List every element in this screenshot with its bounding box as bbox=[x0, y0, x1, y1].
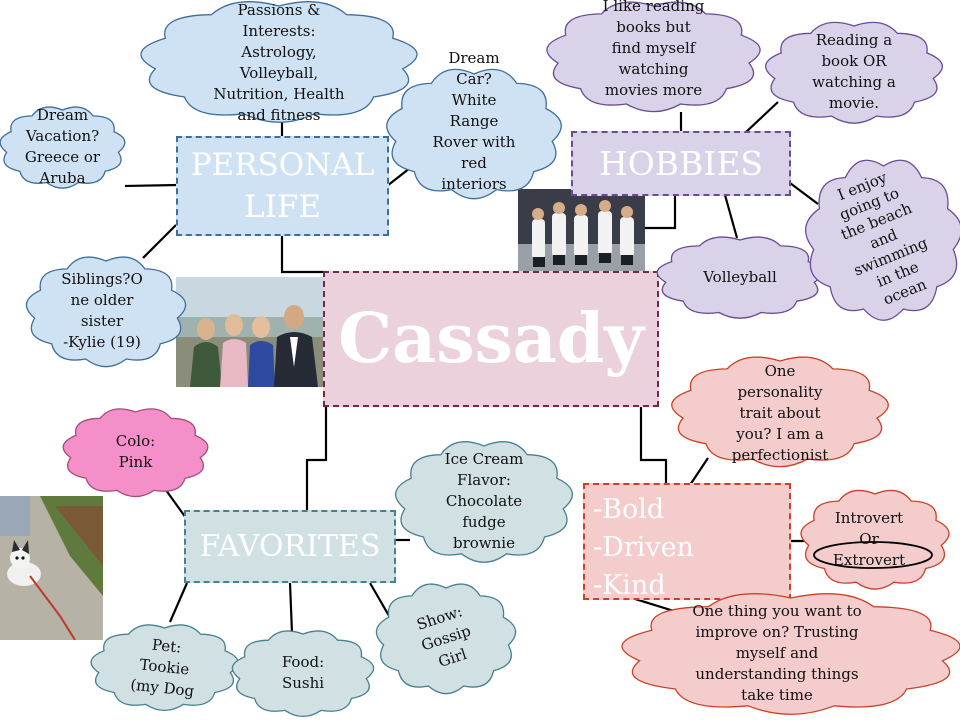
cloud-shape bbox=[25, 256, 187, 368]
cloud-shape bbox=[375, 583, 517, 695]
dream-vacation-text: Dream Vacation? Greece or Aruba bbox=[24, 106, 101, 187]
connector-traits-personality bbox=[689, 457, 709, 486]
personality-text: One personality trait about you? I am a … bbox=[731, 361, 829, 464]
cloud-outline bbox=[0, 106, 126, 189]
connector-favorites-food bbox=[288, 582, 294, 634]
personal-life-label: PERSONAL LIFE bbox=[190, 147, 375, 225]
cloud-outline bbox=[231, 630, 375, 718]
connector-hobbies-center bbox=[643, 195, 677, 230]
cloud-outline bbox=[805, 159, 960, 321]
dog-photo bbox=[0, 496, 103, 640]
traits-box: -Bold -Driven -Kind bbox=[583, 483, 791, 601]
reading-preference-text: I like reading books but find myself wat… bbox=[602, 0, 705, 99]
family-photo bbox=[176, 277, 325, 387]
connector-hobbies-beach bbox=[789, 182, 819, 205]
cloud-beach: I enjoy going to the beach and swimming … bbox=[805, 159, 960, 321]
cloud-shape bbox=[62, 408, 209, 498]
cloud-outline bbox=[62, 408, 209, 498]
ice-cream-text: Ice Cream Flavor: Chocolate fudge browni… bbox=[444, 449, 524, 552]
pet-text: Pet: Tookie (my Dog bbox=[129, 635, 196, 700]
connector-favorites-center bbox=[305, 406, 328, 511]
cloud-color: Colo: Pink bbox=[62, 406, 209, 498]
cloud-shape bbox=[671, 356, 889, 468]
cloud-shape bbox=[656, 236, 824, 319]
connector-hobbies-book bbox=[744, 101, 779, 134]
cloud-outline bbox=[621, 593, 960, 715]
connector-personal-vacation bbox=[124, 183, 179, 188]
cloud-outline bbox=[375, 583, 517, 695]
connector-personal-center bbox=[280, 236, 327, 274]
cloud-shape bbox=[231, 630, 375, 718]
cloud-book-or-movie: Reading a book OR watching a movie. bbox=[765, 20, 943, 124]
center-topic-box: Cassady bbox=[323, 271, 659, 407]
passions-text: Passions & Interests: Astrology, Volleyb… bbox=[213, 1, 345, 124]
extrovert-circle-mark bbox=[813, 541, 933, 569]
color-text: Colo: Pink bbox=[115, 432, 156, 471]
cloud-improve: One thing you want to improve on? Trusti… bbox=[621, 592, 960, 715]
hobbies-label: HOBBIES bbox=[598, 144, 764, 183]
cloud-reading-preference: I like reading books but find myself wat… bbox=[546, 0, 761, 113]
hobbies-box: HOBBIES bbox=[571, 131, 791, 196]
cloud-shape bbox=[805, 159, 960, 321]
introvert-extrovert-text: Introvert Or Extrovert bbox=[832, 508, 906, 569]
cloud-shape bbox=[386, 68, 562, 200]
traits-label: -Bold -Driven -Kind bbox=[593, 494, 694, 601]
cloud-pet: Pet: Tookie (my Dog bbox=[90, 622, 239, 712]
favorites-box: FAVORITES bbox=[184, 510, 396, 583]
favorites-label: FAVORITES bbox=[199, 529, 381, 564]
cloud-shape bbox=[140, 1, 418, 123]
cloud-outline bbox=[25, 256, 187, 368]
cloud-food: Food: Sushi bbox=[231, 628, 375, 718]
connector-hobbies-volleyball bbox=[723, 194, 739, 239]
cloud-siblings: Siblings?O ne older sister -Kylie (19) bbox=[25, 255, 187, 368]
cloud-introvert-extrovert: Introvert Or Extrovert bbox=[800, 488, 950, 590]
connector-personal-car bbox=[386, 167, 411, 187]
cloud-dream-vacation: Dream Vacation? Greece or Aruba bbox=[0, 104, 126, 190]
volleyball-text: Volleyball bbox=[703, 267, 777, 286]
center-title: Cassady bbox=[338, 299, 644, 379]
connector-personal-siblings bbox=[142, 224, 177, 259]
improve-text: One thing you want to improve on? Trusti… bbox=[692, 601, 862, 704]
cloud-shape bbox=[765, 21, 943, 124]
dream-car-text: Dream Car? White Range Rover with red in… bbox=[432, 48, 516, 193]
cloud-ice-cream: Ice Cream Flavor: Chocolate fudge browni… bbox=[395, 440, 573, 563]
cloud-show: Show: Gossip Girl bbox=[375, 582, 517, 695]
connector-favorites-pet bbox=[168, 582, 189, 623]
cloud-shape bbox=[0, 106, 126, 189]
cloud-shape bbox=[90, 624, 239, 712]
family-photo-illustration bbox=[176, 277, 325, 387]
cloud-volleyball: Volleyball bbox=[656, 234, 824, 320]
cloud-shape bbox=[395, 441, 573, 563]
cloud-outline bbox=[140, 1, 418, 123]
cloud-outline bbox=[386, 68, 562, 200]
cloud-shape bbox=[546, 1, 761, 113]
dog-photo-illustration bbox=[0, 496, 103, 640]
cloud-passions: Passions & Interests: Astrology, Volleyb… bbox=[140, 0, 418, 124]
cloud-outline bbox=[546, 1, 761, 113]
cloud-outline bbox=[765, 21, 943, 124]
cloud-outline bbox=[656, 236, 824, 319]
food-text: Food: Sushi bbox=[281, 653, 325, 692]
cloud-outline bbox=[671, 356, 889, 468]
cloud-shape bbox=[621, 593, 960, 715]
book-or-movie-text: Reading a book OR watching a movie. bbox=[812, 31, 896, 112]
connector-traits-center bbox=[639, 406, 668, 484]
siblings-text: Siblings?O ne older sister -Kylie (19) bbox=[61, 270, 143, 351]
cloud-personality: One personality trait about you? I am a … bbox=[671, 355, 889, 468]
cloud-outline bbox=[90, 624, 239, 712]
cloud-outline bbox=[395, 441, 573, 563]
personal-life-box: PERSONAL LIFE bbox=[176, 136, 389, 236]
cloud-dream-car: Dream Car? White Range Rover with red in… bbox=[386, 49, 562, 200]
